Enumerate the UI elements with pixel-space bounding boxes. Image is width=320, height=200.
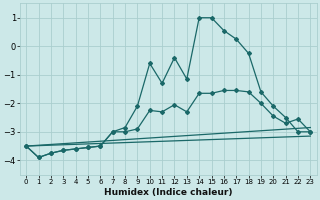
X-axis label: Humidex (Indice chaleur): Humidex (Indice chaleur) — [104, 188, 233, 197]
